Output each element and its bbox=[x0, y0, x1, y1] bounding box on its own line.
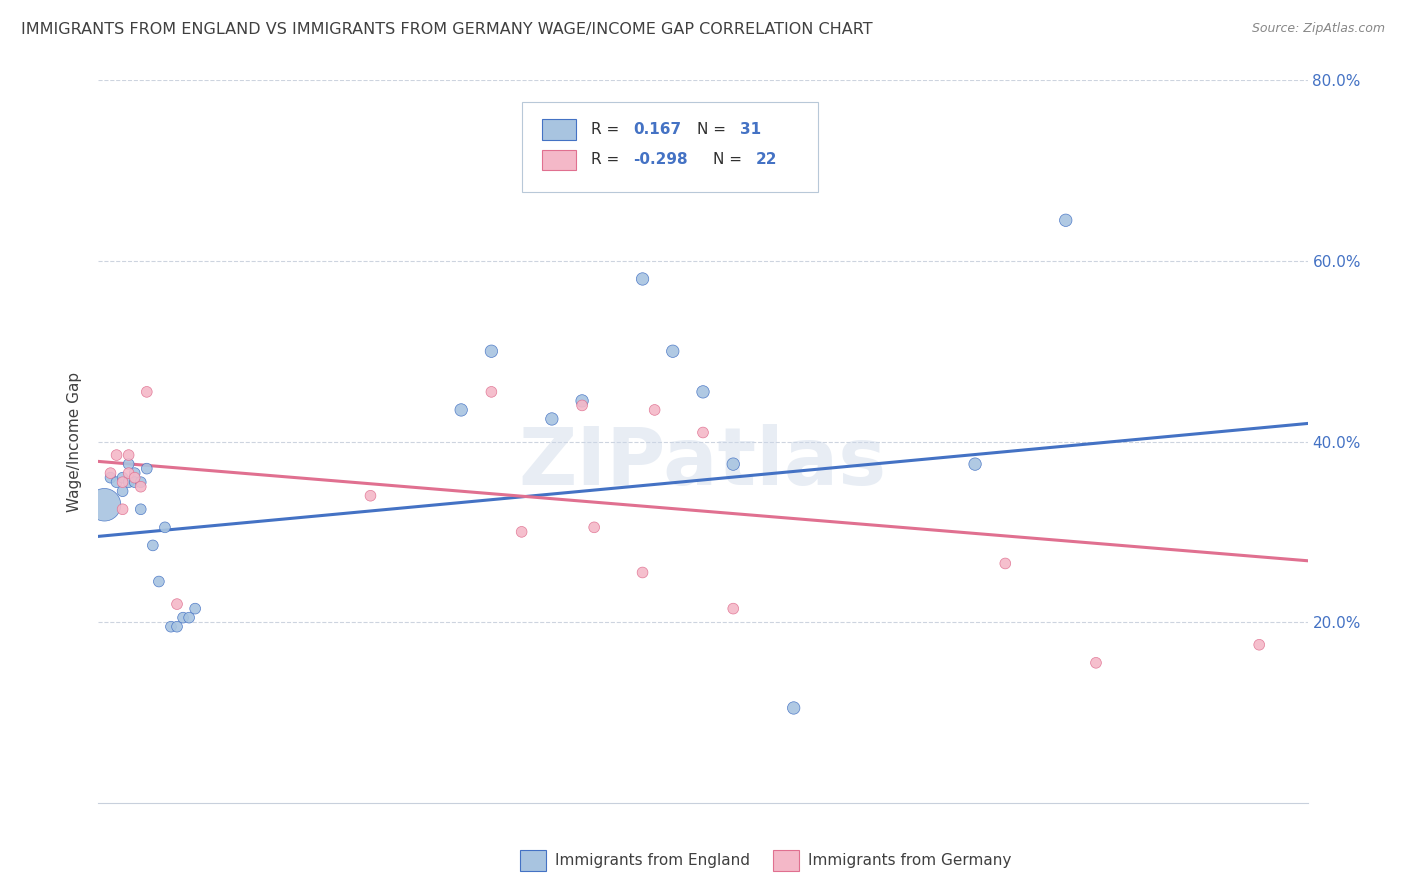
Point bbox=[111, 502, 134, 516]
Text: R =: R = bbox=[591, 153, 619, 168]
Point bbox=[153, 520, 176, 534]
Point bbox=[661, 344, 683, 359]
Point bbox=[1249, 638, 1271, 652]
Point bbox=[1054, 213, 1077, 227]
FancyBboxPatch shape bbox=[543, 120, 576, 139]
Text: Source: ZipAtlas.com: Source: ZipAtlas.com bbox=[1251, 22, 1385, 36]
Point bbox=[100, 471, 122, 485]
Point bbox=[111, 484, 134, 499]
Text: ZIPatlas: ZIPatlas bbox=[519, 425, 887, 502]
Point bbox=[142, 538, 165, 552]
Point bbox=[93, 498, 115, 512]
Point bbox=[135, 384, 157, 399]
Point bbox=[135, 461, 157, 475]
Point bbox=[124, 471, 146, 485]
Y-axis label: Wage/Income Gap: Wage/Income Gap bbox=[67, 371, 83, 512]
Point bbox=[783, 701, 806, 715]
Text: N =: N = bbox=[697, 122, 725, 136]
Point bbox=[631, 272, 654, 286]
Text: R =: R = bbox=[591, 122, 619, 136]
Point bbox=[129, 480, 152, 494]
Point bbox=[965, 457, 987, 471]
Point bbox=[723, 457, 745, 471]
Point bbox=[166, 620, 188, 634]
Point bbox=[692, 384, 714, 399]
Text: -0.298: -0.298 bbox=[633, 153, 688, 168]
Point bbox=[540, 412, 562, 426]
Point bbox=[129, 475, 152, 490]
Point bbox=[571, 398, 593, 412]
Text: 22: 22 bbox=[756, 153, 778, 168]
Point bbox=[148, 574, 170, 589]
Point bbox=[118, 466, 141, 480]
Point bbox=[111, 475, 134, 490]
Point bbox=[124, 466, 146, 480]
Point bbox=[360, 489, 382, 503]
FancyBboxPatch shape bbox=[522, 102, 818, 193]
Point bbox=[571, 393, 593, 408]
Point bbox=[129, 502, 152, 516]
Point bbox=[124, 475, 146, 490]
Point bbox=[481, 344, 503, 359]
Point bbox=[994, 557, 1017, 571]
Point bbox=[118, 457, 141, 471]
Point bbox=[510, 524, 533, 539]
Point bbox=[481, 384, 503, 399]
Point bbox=[583, 520, 606, 534]
Point bbox=[692, 425, 714, 440]
Point bbox=[644, 403, 666, 417]
Point bbox=[100, 466, 122, 480]
Text: 31: 31 bbox=[741, 122, 762, 136]
Point bbox=[105, 448, 128, 462]
Point bbox=[160, 620, 183, 634]
Text: N =: N = bbox=[713, 153, 742, 168]
Point bbox=[105, 475, 128, 490]
Point bbox=[184, 601, 207, 615]
Point bbox=[118, 475, 141, 490]
Text: 0.167: 0.167 bbox=[633, 122, 681, 136]
Text: Immigrants from Germany: Immigrants from Germany bbox=[808, 854, 1012, 868]
FancyBboxPatch shape bbox=[543, 150, 576, 169]
Text: IMMIGRANTS FROM ENGLAND VS IMMIGRANTS FROM GERMANY WAGE/INCOME GAP CORRELATION C: IMMIGRANTS FROM ENGLAND VS IMMIGRANTS FR… bbox=[21, 22, 873, 37]
Text: Immigrants from England: Immigrants from England bbox=[555, 854, 751, 868]
Point bbox=[111, 471, 134, 485]
Point bbox=[1085, 656, 1108, 670]
Point bbox=[118, 448, 141, 462]
Point bbox=[166, 597, 188, 611]
Point bbox=[172, 610, 194, 624]
Point bbox=[723, 601, 745, 615]
Point bbox=[450, 403, 472, 417]
Point bbox=[631, 566, 654, 580]
Point bbox=[179, 610, 201, 624]
